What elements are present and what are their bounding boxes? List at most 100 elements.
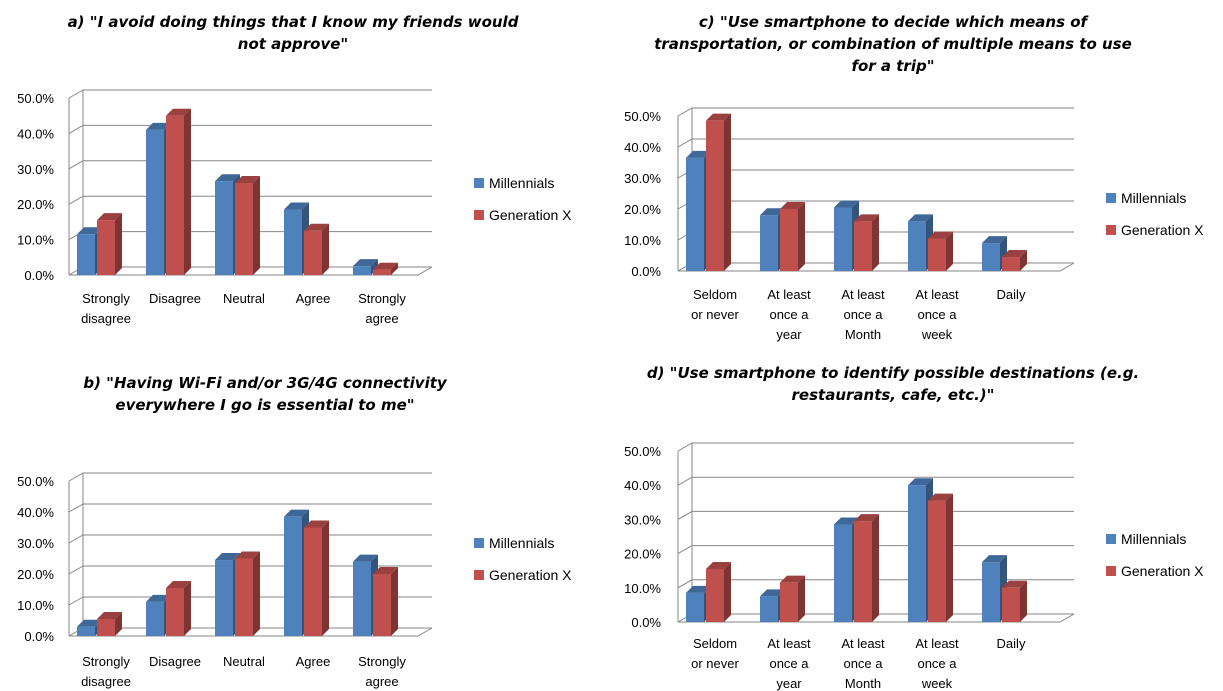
legend-label: Generation X bbox=[1121, 222, 1204, 238]
y-tick-label: 40.0% bbox=[17, 505, 54, 520]
bar-generation-x bbox=[373, 574, 391, 636]
bar-generation-x bbox=[780, 582, 798, 622]
bar-millennials bbox=[215, 560, 233, 636]
y-tick-label: 40.0% bbox=[624, 478, 661, 493]
x-category-label: Daily bbox=[997, 636, 1026, 651]
bar-millennials bbox=[686, 592, 704, 622]
legend-swatch bbox=[474, 210, 484, 220]
bar-millennials bbox=[908, 485, 926, 622]
y-tick-label: 50.0% bbox=[624, 109, 661, 124]
bar-top-generation-x bbox=[854, 214, 879, 222]
bar-generation-x bbox=[166, 587, 184, 636]
bar-generation-x bbox=[928, 238, 946, 271]
y-tick-label: 10.0% bbox=[17, 598, 54, 613]
x-category-label: Seldom bbox=[693, 287, 737, 302]
bar-generation-x bbox=[1002, 587, 1020, 622]
chart-b: b) "Having Wi-Fi and/or 3G/4G connectivi… bbox=[17, 374, 572, 689]
chart-title-line: a) "I avoid doing things that I know my … bbox=[68, 13, 519, 31]
x-category-label: Month bbox=[845, 676, 881, 691]
bar-top-generation-x bbox=[706, 561, 731, 569]
bar-generation-x bbox=[780, 209, 798, 271]
y-tick-label: 10.0% bbox=[17, 233, 54, 248]
y-tick-label: 0.0% bbox=[24, 629, 54, 644]
chart-d: d) "Use smartphone to identify possible … bbox=[624, 364, 1204, 691]
y-tick-label: 20.0% bbox=[624, 547, 661, 562]
bar-top-generation-x bbox=[304, 223, 329, 231]
x-category-label: Disagree bbox=[149, 654, 201, 669]
bar-side-generation-x bbox=[322, 223, 329, 275]
bar-generation-x bbox=[1002, 257, 1020, 271]
bar-side-generation-x bbox=[1020, 250, 1027, 271]
y-tick-label: 10.0% bbox=[624, 233, 661, 248]
x-category-label: Neutral bbox=[223, 291, 265, 306]
x-category-label: Strongly bbox=[358, 654, 406, 669]
x-category-label: Strongly bbox=[358, 291, 406, 306]
bar-side-generation-x bbox=[322, 520, 329, 636]
legend-swatch bbox=[474, 178, 484, 188]
y-tick-label: 40.0% bbox=[17, 126, 54, 141]
y-tick-label: 20.0% bbox=[17, 567, 54, 582]
bar-side-generation-x bbox=[253, 551, 260, 636]
bar-generation-x bbox=[97, 618, 115, 636]
x-category-label: At least bbox=[841, 287, 885, 302]
y-tick-label: 40.0% bbox=[624, 140, 661, 155]
chart-title-line: transportation, or combination of multip… bbox=[654, 35, 1132, 53]
y-tick-label: 0.0% bbox=[24, 268, 54, 283]
bar-top-generation-x bbox=[706, 113, 731, 121]
bar-top-generation-x bbox=[928, 231, 953, 239]
bar-millennials bbox=[215, 181, 233, 275]
bar-millennials bbox=[77, 234, 95, 275]
chart-title-line: c) "Use smartphone to decide which means… bbox=[699, 13, 1090, 31]
bar-generation-x bbox=[706, 568, 724, 622]
bar-millennials bbox=[353, 561, 371, 636]
x-category-label: week bbox=[921, 676, 953, 691]
bar-top-millennials bbox=[908, 214, 933, 222]
legend-label: Generation X bbox=[1121, 563, 1204, 579]
bar-side-generation-x bbox=[946, 493, 953, 622]
x-category-label: once a bbox=[769, 307, 809, 322]
y-tick-label: 20.0% bbox=[17, 197, 54, 212]
x-category-label: or never bbox=[691, 656, 739, 671]
bar-top-millennials bbox=[284, 509, 309, 517]
bar-top-millennials bbox=[982, 236, 1007, 244]
bar-millennials bbox=[686, 157, 704, 271]
bar-generation-x bbox=[304, 230, 322, 275]
bar-top-millennials bbox=[834, 517, 859, 525]
x-category-label: disagree bbox=[81, 674, 131, 689]
x-category-label: Agree bbox=[296, 654, 331, 669]
x-category-label: agree bbox=[365, 674, 398, 689]
bar-top-millennials bbox=[982, 555, 1007, 563]
x-category-label: once a bbox=[843, 307, 883, 322]
x-axis-floor bbox=[69, 627, 433, 637]
bar-side-generation-x bbox=[798, 575, 805, 622]
x-axis-floor bbox=[678, 613, 1075, 623]
bar-top-generation-x bbox=[373, 262, 398, 270]
bar-side-generation-x bbox=[724, 113, 731, 272]
x-category-label: once a bbox=[769, 656, 809, 671]
gridline bbox=[677, 476, 1074, 486]
gridline bbox=[677, 169, 1074, 179]
bar-top-millennials bbox=[353, 259, 378, 267]
bar-millennials bbox=[760, 215, 778, 271]
x-category-label: Strongly bbox=[82, 654, 130, 669]
bar-top-millennials bbox=[146, 122, 171, 130]
x-category-label: once a bbox=[917, 656, 957, 671]
x-category-label: or never bbox=[691, 307, 739, 322]
bar-millennials bbox=[760, 596, 778, 622]
x-category-label: week bbox=[921, 327, 953, 342]
bar-generation-x bbox=[235, 182, 253, 275]
bar-generation-x bbox=[373, 269, 391, 275]
y-tick-label: 30.0% bbox=[17, 162, 54, 177]
chart-title-line: everywhere I go is essential to me" bbox=[115, 396, 414, 414]
bar-generation-x bbox=[304, 527, 322, 636]
x-category-label: At least bbox=[915, 287, 959, 302]
y-tick-label: 30.0% bbox=[624, 512, 661, 527]
bar-side-generation-x bbox=[115, 213, 122, 275]
y-tick-label: 50.0% bbox=[17, 91, 54, 106]
x-category-label: Disagree bbox=[149, 291, 201, 306]
bar-millennials bbox=[834, 524, 852, 622]
bar-side-generation-x bbox=[391, 262, 398, 275]
bar-top-generation-x bbox=[235, 551, 260, 559]
x-category-label: Seldom bbox=[693, 636, 737, 651]
